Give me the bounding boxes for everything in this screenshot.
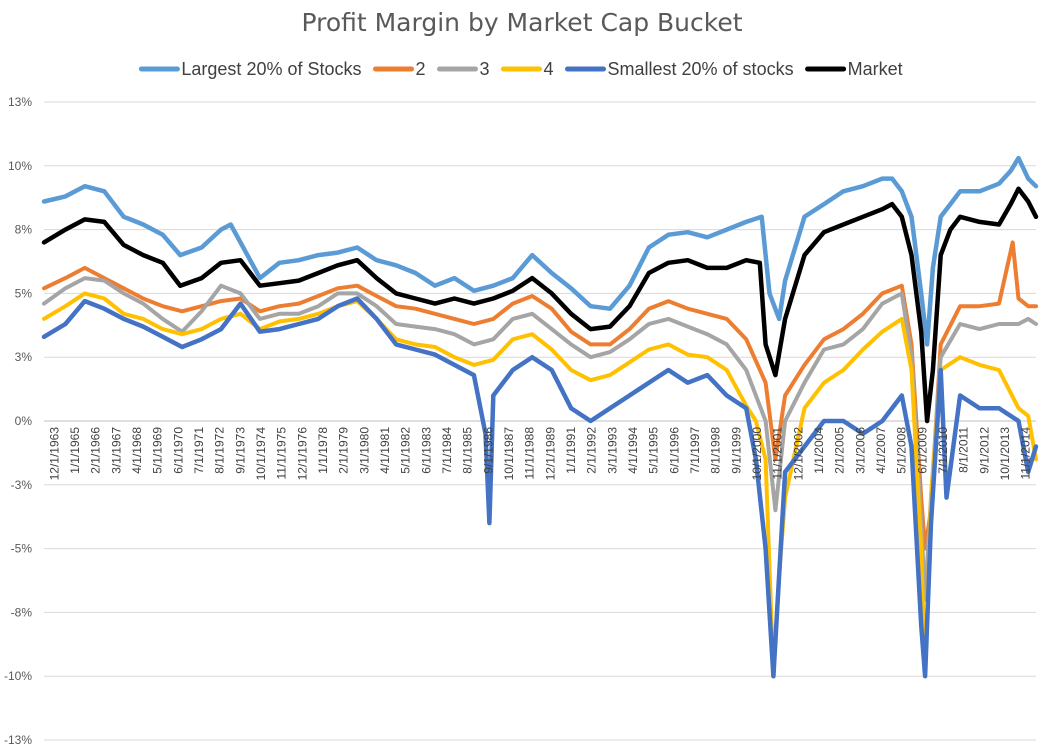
y-tick-label: -8%: [11, 605, 33, 619]
x-tick-label: 8/1/1985: [461, 427, 475, 474]
gridlines: [44, 101, 1036, 741]
x-tick-label: 1/1/1978: [316, 427, 330, 474]
x-tick-label: 4/1/1968: [130, 427, 144, 474]
y-tick-label: -3%: [11, 478, 33, 492]
x-tick-label: 8/1/1998: [709, 427, 723, 474]
legend-label: Smallest 20% of stocks: [608, 59, 794, 79]
x-tick-label: 2/1/1966: [89, 427, 103, 474]
x-tick-label: 4/1/1981: [378, 427, 392, 474]
y-tick-label: -13%: [4, 733, 32, 747]
series-line-6: [41, 186, 1039, 424]
x-tick-label: 12/1/1976: [295, 427, 309, 481]
x-tick-label: 5/1/2008: [895, 427, 909, 474]
x-tick-label: 3/1/1993: [605, 427, 619, 474]
x-tick-label: 12/1/1963: [47, 427, 61, 481]
x-tick-label: 6/1/1996: [667, 427, 681, 474]
x-tick-label: 5/1/1969: [151, 427, 165, 474]
x-tick-label: 11/1/2001: [771, 427, 785, 480]
legend: Largest 20% of Stocks 2 3 4 Smallest 20% of …: [138, 59, 903, 79]
x-tick-label: 9/1/2012: [977, 427, 991, 474]
y-axis: 13% 10% 8% 5% 3% 0% -3% -5% -8% -10% -13%: [4, 95, 32, 747]
legend-label: 3: [480, 59, 490, 79]
legend-item: 3: [437, 59, 490, 79]
x-tick-label: 11/1/1975: [275, 427, 289, 480]
x-tick-label: 9/1/1986: [481, 427, 495, 474]
series-line-1: [41, 155, 1039, 347]
x-tick-label: 3/1/1967: [109, 427, 123, 474]
y-tick-label: -5%: [11, 542, 33, 556]
x-tick-label: 8/1/1972: [213, 427, 227, 474]
x-tick-label: 12/1/2002: [791, 427, 805, 481]
legend-item: 4: [501, 59, 554, 79]
x-tick-label: 9/1/1973: [233, 427, 247, 474]
x-tick-label: 1/1/2004: [812, 427, 826, 474]
y-tick-label: 13%: [8, 95, 32, 109]
x-tick-label: 4/1/2007: [874, 427, 888, 474]
x-tick-label: 2/1/2005: [833, 427, 847, 474]
y-tick-label: 10%: [8, 159, 32, 173]
y-tick-label: -10%: [4, 669, 32, 683]
x-tick-label: 8/1/2011: [957, 427, 971, 473]
chart-title: Profit Margin by Market Cap Bucket: [301, 8, 742, 37]
x-tick-label: 3/1/2006: [853, 427, 867, 474]
x-tick-label: 11/1/1988: [523, 427, 537, 480]
x-tick-label: 12/1/1989: [543, 427, 557, 481]
x-tick-label: 5/1/1982: [399, 427, 413, 474]
legend-item: Market: [805, 59, 903, 79]
x-tick-label: 10/1/1987: [502, 427, 516, 481]
x-tick-label: 7/1/1984: [440, 427, 454, 474]
x-tick-label: 2/1/1979: [337, 427, 351, 474]
x-tick-label: 3/1/1980: [357, 427, 371, 474]
series-line-2: [42, 240, 1038, 551]
x-tick-label: 6/1/1983: [419, 427, 433, 474]
y-tick-label: 5%: [15, 286, 33, 300]
legend-item: 2: [373, 59, 426, 79]
legend-label: Market: [848, 59, 903, 79]
x-tick-label: 9/1/1999: [729, 427, 743, 474]
x-tick-label: 7/1/1997: [688, 427, 702, 474]
x-tick-label: 10/1/1974: [254, 427, 268, 481]
x-axis: 12/1/1963 1/1/1965 2/1/1966 3/1/1967 4/1/196…: [47, 427, 1032, 481]
x-tick-label: 11/1/2014: [1019, 427, 1033, 480]
series-line-5: [41, 296, 1039, 679]
x-tick-label: 1/1/1991: [564, 427, 578, 474]
x-tick-label: 5/1/1995: [647, 427, 661, 474]
x-tick-label: 2/1/1992: [585, 427, 599, 474]
x-tick-label: 6/1/1970: [171, 427, 185, 474]
legend-item: Smallest 20% of stocks: [565, 59, 794, 79]
x-tick-label: 7/1/2010: [936, 427, 950, 474]
y-tick-label: 8%: [15, 223, 33, 237]
x-tick-label: 1/1/1965: [68, 427, 82, 474]
x-tick-label: 7/1/1971: [192, 427, 206, 474]
legend-label: 2: [416, 59, 426, 79]
legend-label: 4: [544, 59, 554, 79]
x-tick-label: 4/1/1994: [626, 427, 640, 474]
y-tick-label: 0%: [15, 414, 33, 428]
legend-item: Largest 20% of Stocks: [138, 59, 362, 79]
x-tick-label: 10/1/2000: [750, 427, 764, 481]
plot-area: [41, 155, 1039, 679]
legend-label: Largest 20% of Stocks: [181, 59, 361, 79]
x-tick-label: 6/1/2009: [915, 427, 929, 474]
y-tick-label: 3%: [15, 350, 33, 364]
x-tick-label: 10/1/2013: [998, 427, 1012, 481]
